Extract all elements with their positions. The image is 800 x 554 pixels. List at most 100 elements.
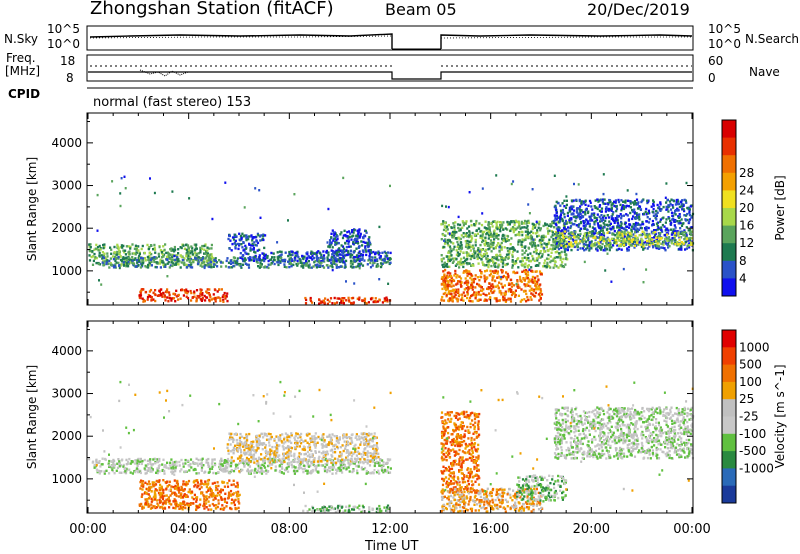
- echo-cell: [224, 297, 227, 300]
- echo-cell: [634, 200, 637, 203]
- echo-cell: [530, 269, 533, 272]
- echo-cell: [152, 248, 155, 251]
- colorbar-segment: [722, 208, 736, 227]
- echo-cell: [673, 230, 676, 234]
- echo-cell: [519, 279, 522, 283]
- echo-cell: [159, 260, 162, 263]
- echo-cell: [154, 265, 157, 269]
- echo-cell: [324, 465, 327, 469]
- echo-cell: [356, 265, 359, 268]
- echo-cell: [570, 213, 573, 216]
- echo-cell: [550, 224, 553, 227]
- echo-cell: [610, 217, 613, 220]
- echo-cell: [463, 281, 466, 285]
- echo-cell: [656, 228, 659, 231]
- echo-cell: [99, 247, 102, 250]
- echo-cell: [531, 244, 534, 247]
- echo-cell: [179, 470, 182, 473]
- echo-cell: [162, 458, 165, 461]
- echo-cell: [331, 268, 334, 272]
- echo-cell: [591, 208, 594, 211]
- echo-cell: [577, 233, 580, 236]
- echo-cell: [382, 258, 385, 261]
- echo-cell: [192, 468, 195, 472]
- echo-cell: [510, 237, 513, 240]
- echo-cell: [559, 204, 562, 207]
- echo-cell: [548, 238, 551, 241]
- echo-cell: [349, 462, 352, 466]
- echo-cell: [349, 245, 352, 248]
- echo-cell: [604, 210, 607, 213]
- echo-cell: [688, 213, 692, 217]
- echo-cell: [160, 288, 163, 291]
- echo-cell: [525, 258, 528, 262]
- echo-cell: [573, 182, 575, 186]
- echo-cell: [230, 249, 233, 252]
- echo-cell: [564, 206, 568, 209]
- echo-cell: [274, 259, 277, 262]
- echo-cell: [658, 247, 661, 250]
- echo-cell: [677, 231, 680, 234]
- echo-cell: [234, 239, 237, 243]
- echo-cell: [537, 255, 540, 258]
- echo-cell: [542, 236, 545, 239]
- echo-cell: [210, 247, 213, 250]
- echo-cell: [650, 205, 653, 208]
- echo-cell: [618, 235, 621, 238]
- echo-cell: [621, 235, 624, 238]
- echo-cell: [297, 262, 300, 265]
- echo-cell: [585, 236, 588, 239]
- echo-cell: [470, 278, 473, 281]
- echo-cell: [124, 187, 127, 190]
- echo-cell: [562, 257, 565, 261]
- echo-cell: [574, 240, 577, 243]
- echo-cell: [643, 231, 646, 234]
- echo-cell: [189, 251, 192, 255]
- echo-cell: [187, 251, 190, 255]
- echo-cell: [485, 257, 488, 260]
- echo-cell: [468, 234, 471, 237]
- echo-cell: [139, 296, 142, 299]
- echo-cell: [322, 266, 326, 269]
- echo-cell: [457, 215, 460, 219]
- echo-cell: [148, 264, 151, 267]
- echo-cell: [214, 259, 217, 263]
- station-title: Zhongshan Station (fitACF): [90, 0, 334, 19]
- echo-cell: [291, 466, 294, 469]
- echo-cell: [171, 472, 174, 475]
- echo-cell: [91, 263, 95, 266]
- echo-cell: [151, 463, 155, 466]
- echo-cell: [487, 265, 490, 269]
- echo-cell: [446, 228, 449, 231]
- echo-cell: [383, 297, 386, 300]
- echo-cell: [234, 233, 237, 237]
- echo-cell: [477, 293, 480, 296]
- echo-cell: [576, 243, 579, 246]
- echo-cell: [468, 235, 471, 239]
- echo-cell: [141, 459, 144, 463]
- echo-cell: [493, 238, 496, 241]
- echo-cell: [215, 472, 218, 475]
- echo-cell: [631, 217, 634, 221]
- echo-cell: [501, 297, 505, 300]
- echo-cell: [566, 258, 569, 261]
- echo-cell: [280, 253, 283, 256]
- echo-cell: [555, 224, 558, 227]
- echo-cell: [446, 239, 449, 242]
- echo-cell: [605, 242, 608, 245]
- echo-cell: [306, 462, 309, 465]
- echo-cell: [248, 471, 251, 474]
- echo-cell: [165, 466, 168, 469]
- echo-cell: [636, 239, 639, 242]
- echo-cell: [260, 472, 264, 475]
- echo-cell: [334, 251, 337, 254]
- echo-cell: [639, 239, 642, 243]
- echo-cell: [98, 244, 101, 248]
- echo-cell: [689, 205, 692, 208]
- echo-cell: [490, 250, 493, 253]
- echo-cell: [628, 232, 632, 235]
- echo-cell: [134, 462, 137, 465]
- echo-cell: [246, 469, 249, 473]
- echo-cell: [669, 208, 673, 211]
- echo-cell: [503, 292, 506, 295]
